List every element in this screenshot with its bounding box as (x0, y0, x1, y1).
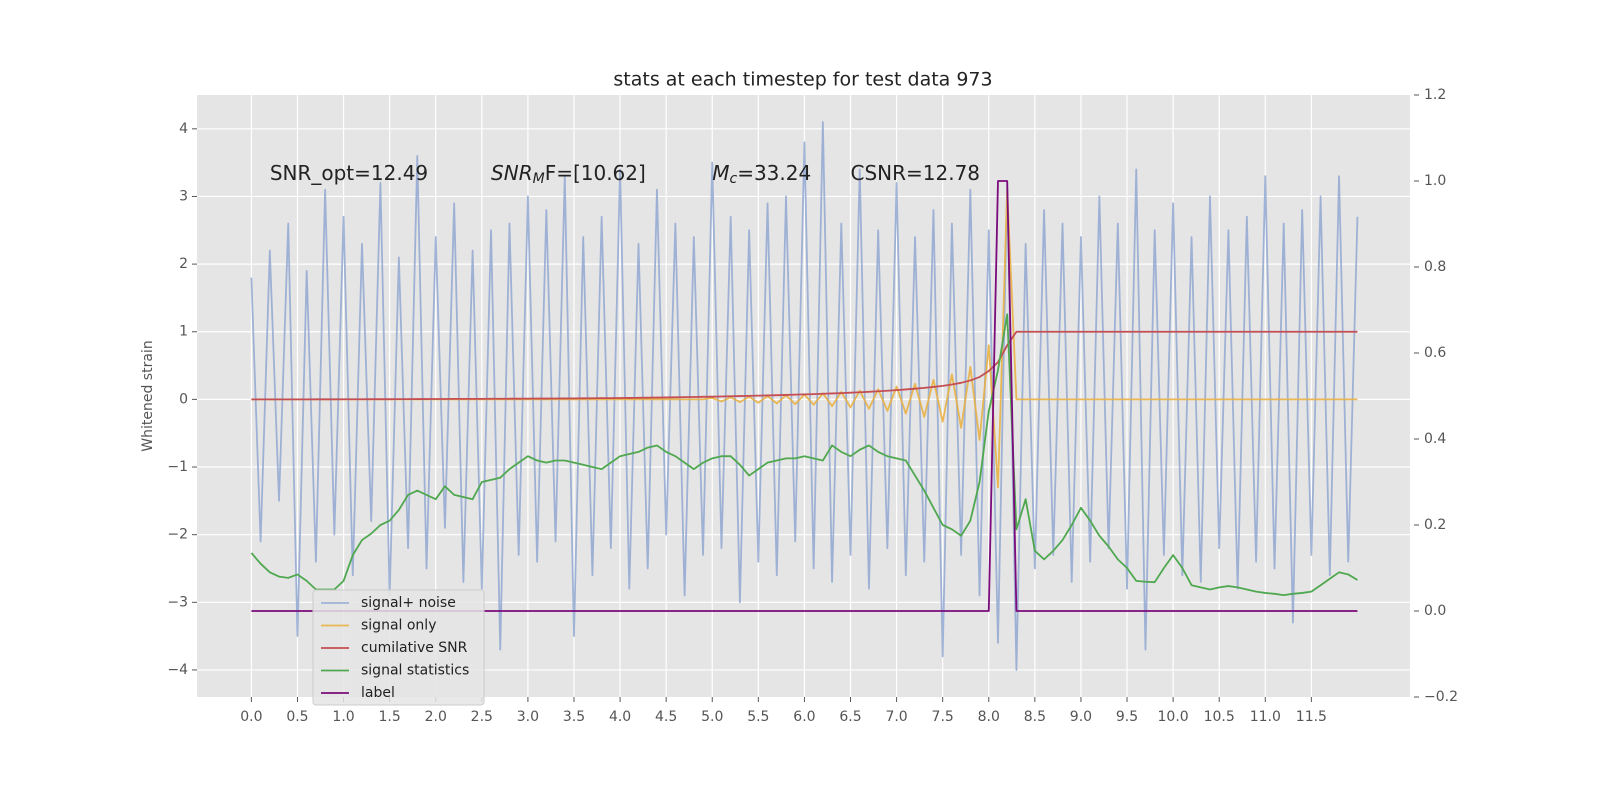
y-tick-label: −1 (167, 459, 188, 475)
x-tick-label: 3.5 (563, 709, 585, 725)
x-tick-label: 7.0 (885, 709, 907, 725)
x-tick-label: 2.5 (471, 709, 493, 725)
y-tick-label: −3 (167, 594, 188, 610)
y2-tick-label: −0.2 (1424, 689, 1458, 705)
legend-label: signal only (361, 618, 436, 634)
x-tick-label: 5.0 (701, 709, 723, 725)
x-tick-label: 11.5 (1296, 709, 1327, 725)
annotation-sub: c (730, 171, 738, 187)
legend-label: cumilative SNR (361, 640, 468, 656)
annotation-base: SNR (491, 161, 533, 185)
y2-tick-label: 1.2 (1424, 87, 1446, 103)
legend-label: signal+ noise (361, 595, 456, 611)
ticks: −4 −3 −2 −1 0 1 2 3 4 0.0 0.5 1.0 1.5 2.0 2.5 3.0 3.5 4.0… (167, 87, 1458, 725)
legend-label: label (361, 685, 395, 701)
annotation: SNRMF=[10.62] (491, 161, 646, 188)
x-tick-label: 9.5 (1116, 709, 1138, 725)
y-tick-label: 4 (179, 121, 188, 137)
x-tick-label: 1.0 (332, 709, 354, 725)
y-tick-label: 1 (179, 324, 188, 340)
annotation: Mc=33.24 (712, 161, 811, 188)
legend-label: signal statistics (361, 663, 469, 679)
annotations: SNR_opt=12.49 SNRMF=[10.62] Mc=33.24 CSNR=1… (270, 161, 980, 188)
y-tick-label: 2 (179, 256, 188, 272)
annotation-tail: F=[10.62] (545, 161, 646, 185)
series-line (251, 330, 1358, 401)
x-tick-label: 4.5 (655, 709, 677, 725)
y-tick-label: −4 (167, 662, 188, 678)
y2-tick-label: 0.0 (1424, 603, 1446, 619)
x-tick-label: 10.0 (1158, 709, 1189, 725)
y-tick-label: −2 (167, 527, 188, 543)
y-tick-label: 0 (179, 391, 188, 407)
annotation-sub: M (533, 171, 545, 187)
series-line (250, 313, 1358, 596)
y2-tick-label: 0.6 (1424, 345, 1446, 361)
x-tick-label: 2.0 (425, 709, 447, 725)
x-tick-label: 4.0 (609, 709, 631, 725)
chart-title: stats at each timestep for test data 973 (613, 69, 992, 91)
annotation-text: SNR_opt=12.49 (270, 161, 428, 185)
legend-box (312, 589, 485, 706)
x-tick-label: 9.0 (1070, 709, 1092, 725)
y2-tick-label: 0.2 (1424, 517, 1446, 533)
x-tick-label: 3.0 (517, 709, 539, 725)
x-tick-label: 0.0 (240, 709, 262, 725)
x-tick-label: 11.0 (1250, 709, 1281, 725)
x-tick-label: 1.5 (379, 709, 401, 725)
annotation-base: M (712, 161, 729, 185)
x-tick-label: 6.0 (793, 709, 815, 725)
x-tick-label: 6.5 (839, 709, 861, 725)
x-tick-label: 8.5 (1024, 709, 1046, 725)
annotation: SNR_opt=12.49 (270, 161, 428, 185)
annotation-tail: =33.24 (737, 161, 811, 185)
y2-tick-label: 0.4 (1424, 431, 1446, 447)
x-tick-label: 7.5 (932, 709, 954, 725)
annotation: CSNR=12.78 (851, 161, 981, 185)
series-line (250, 121, 1359, 671)
legend: signal+ noise signal only cumilative SNR si… (312, 589, 485, 706)
y2-tick-label: 1.0 (1424, 173, 1446, 189)
y-axis-label: Whitened strain (140, 340, 156, 451)
x-tick-label: 5.5 (747, 709, 769, 725)
y-tick-label: 3 (179, 188, 188, 204)
x-tick-label: 10.5 (1204, 709, 1235, 725)
y2-tick-label: 0.8 (1424, 259, 1446, 275)
x-tick-label: 0.5 (286, 709, 308, 725)
x-tick-label: 8.0 (978, 709, 1000, 725)
annotation-text: CSNR=12.78 (851, 161, 981, 185)
